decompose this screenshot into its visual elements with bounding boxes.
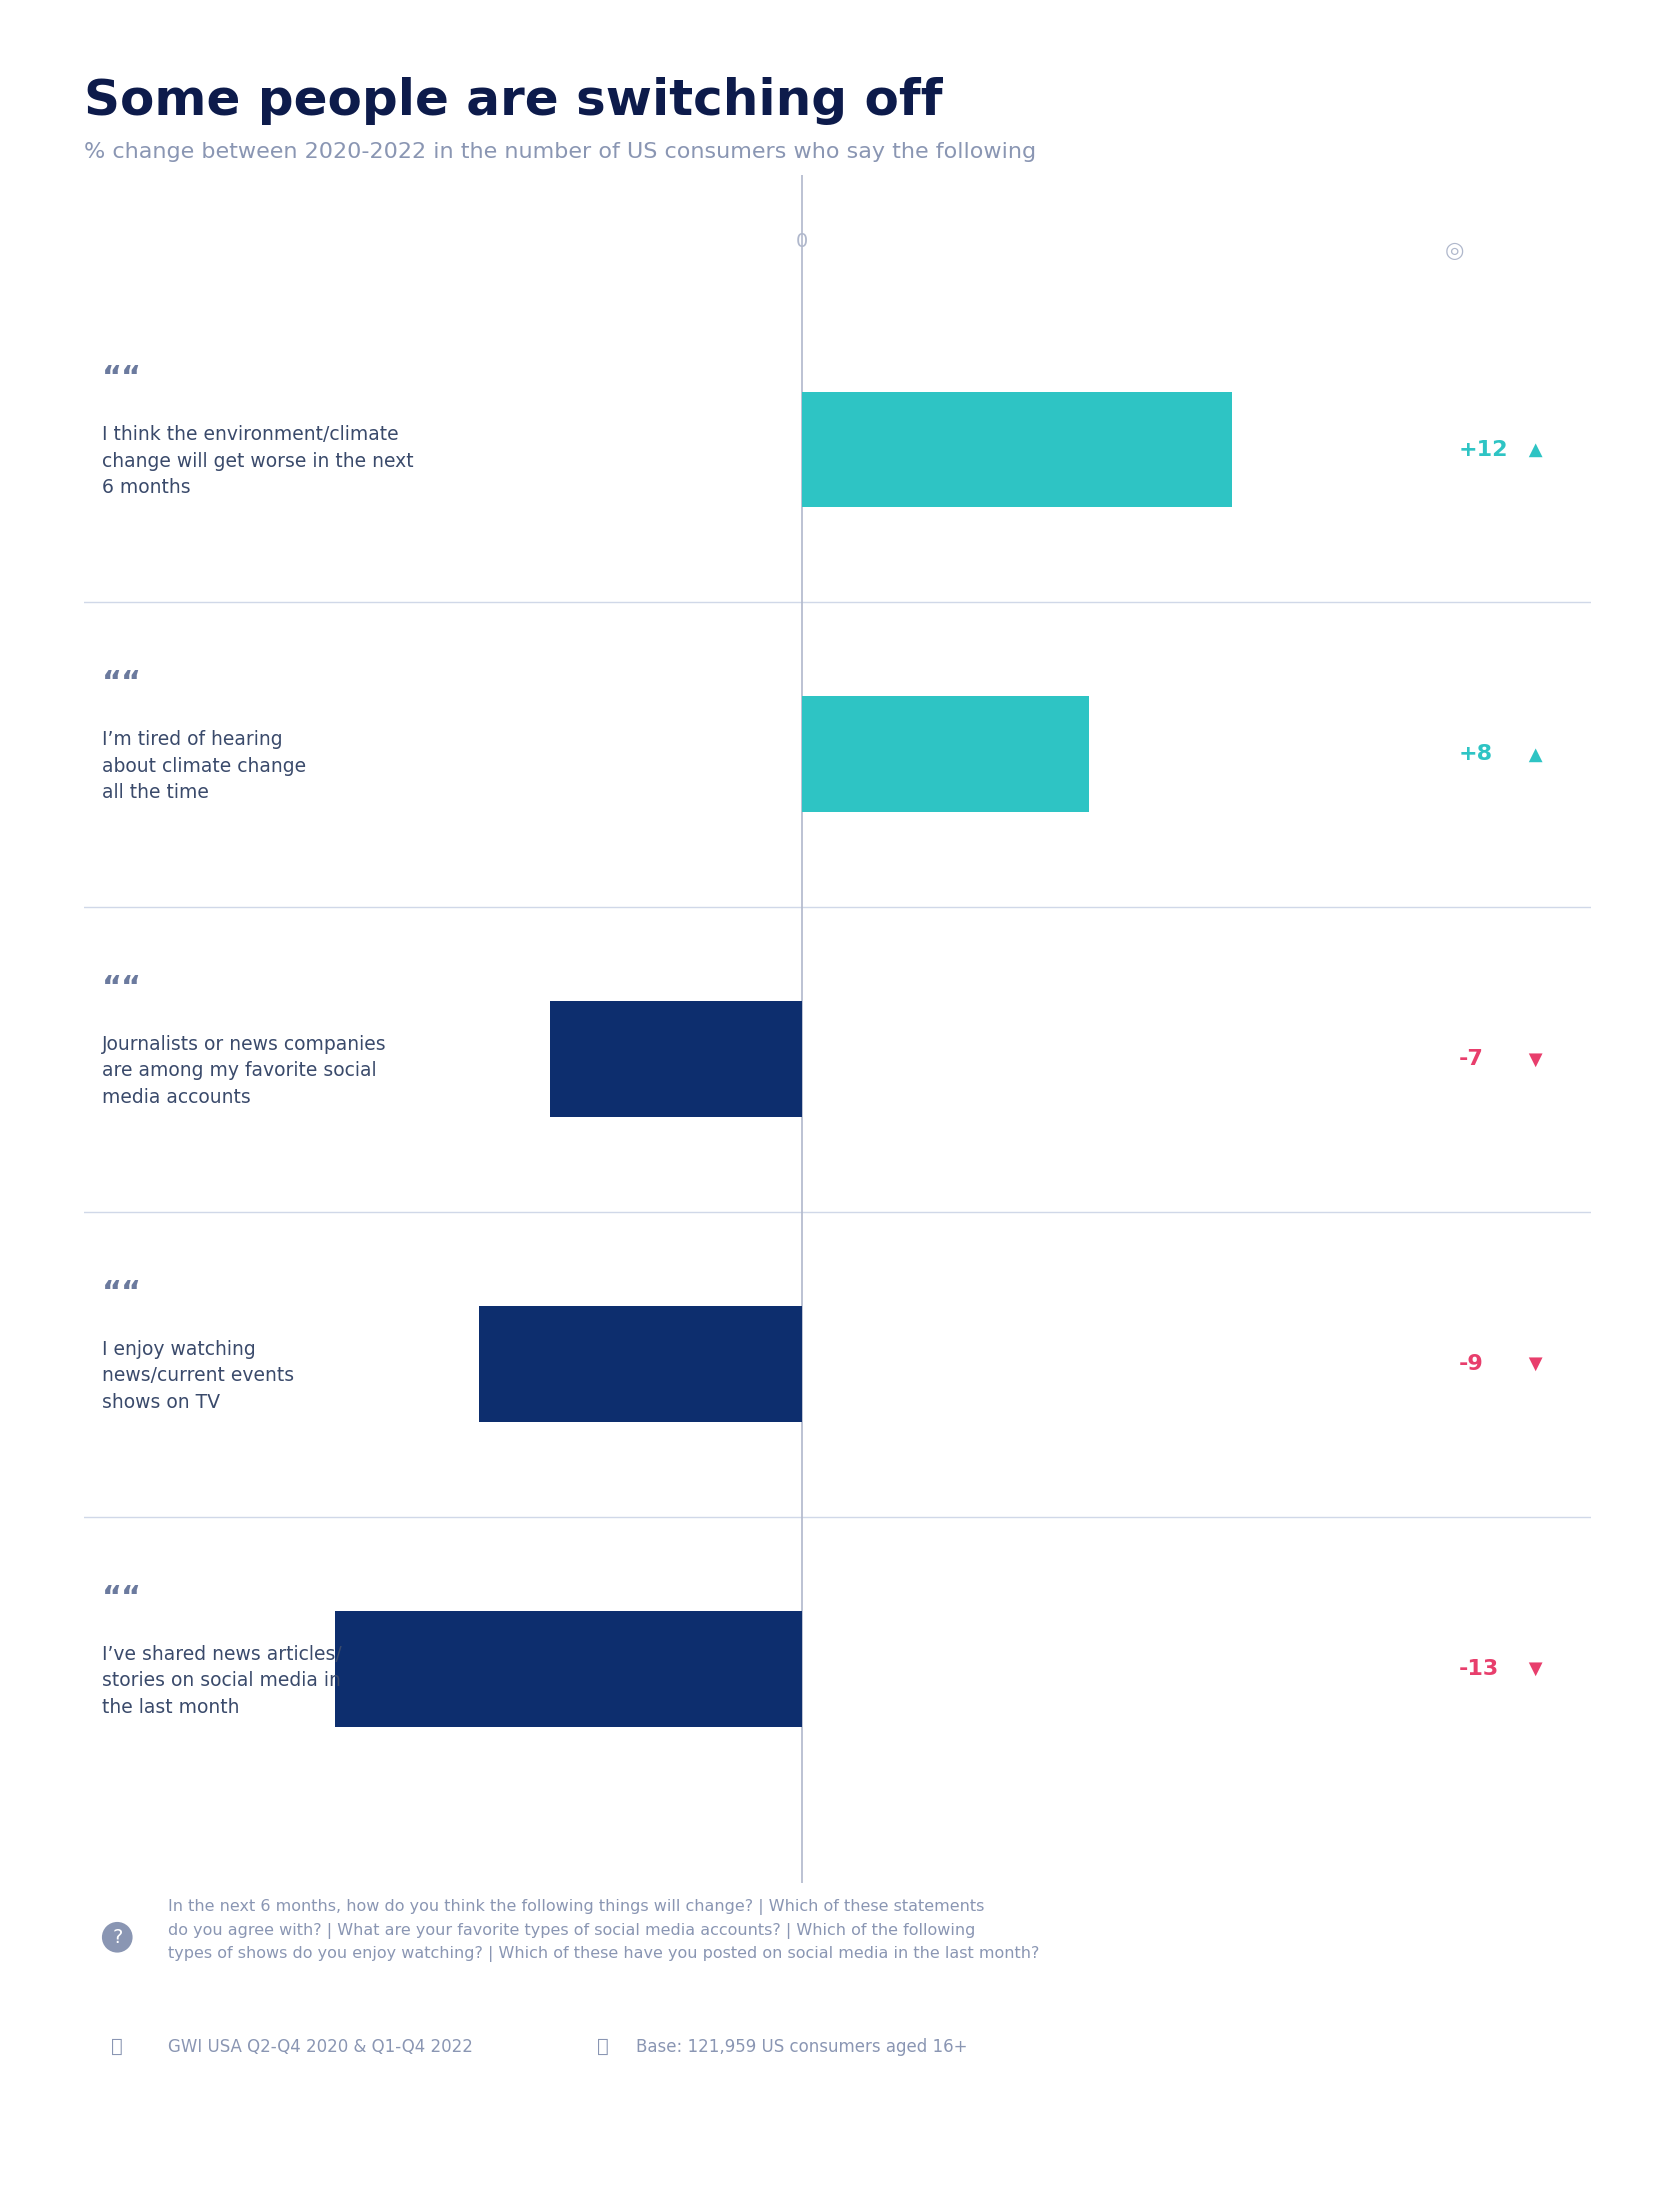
- Text: ““: ““: [102, 1278, 142, 1307]
- Text: 0: 0: [796, 232, 807, 252]
- Text: ▼: ▼: [1523, 1355, 1543, 1373]
- Text: I enjoy watching
news/current events
shows on TV: I enjoy watching news/current events sho…: [102, 1340, 293, 1412]
- Bar: [551, 1000, 802, 1116]
- Text: ““: ““: [102, 1585, 142, 1613]
- Bar: [802, 696, 1089, 812]
- Text: Some people are switching off: Some people are switching off: [84, 77, 943, 125]
- Text: -7: -7: [1459, 1049, 1484, 1068]
- Text: Base: 121,959 US consumers aged 16+: Base: 121,959 US consumers aged 16+: [636, 2038, 968, 2055]
- Text: +8: +8: [1459, 744, 1492, 764]
- Text: ⓘ: ⓘ: [111, 2038, 124, 2055]
- Bar: [335, 1611, 802, 1727]
- Text: -13: -13: [1459, 1659, 1499, 1679]
- Text: +12: +12: [1459, 440, 1508, 460]
- Text: GWI USA Q2-Q4 2020 & Q1-Q4 2022: GWI USA Q2-Q4 2020 & Q1-Q4 2022: [168, 2038, 472, 2055]
- Text: ““: ““: [102, 363, 142, 394]
- Text: -9: -9: [1459, 1355, 1482, 1375]
- Bar: [802, 392, 1233, 508]
- Text: I’m tired of hearing
about climate change
all the time: I’m tired of hearing about climate chang…: [102, 731, 307, 801]
- Text: ▲: ▲: [1523, 440, 1543, 458]
- Text: ◎: ◎: [1446, 241, 1464, 260]
- Text: ““: ““: [102, 670, 142, 698]
- Text: ?: ?: [112, 1929, 122, 1946]
- Text: ▼: ▼: [1523, 1051, 1543, 1068]
- Text: ▲: ▲: [1523, 746, 1543, 764]
- Text: ⛹: ⛹: [596, 2038, 610, 2055]
- Text: In the next 6 months, how do you think the following things will change? | Which: In the next 6 months, how do you think t…: [168, 1900, 1038, 1961]
- Text: I think the environment/climate
change will get worse in the next
6 months: I think the environment/climate change w…: [102, 425, 414, 497]
- Bar: [479, 1307, 802, 1423]
- Text: ▼: ▼: [1523, 1659, 1543, 1679]
- Text: ““: ““: [102, 974, 142, 1003]
- Text: % change between 2020-2022 in the number of US consumers who say the following: % change between 2020-2022 in the number…: [84, 142, 1035, 162]
- Text: I’ve shared news articles/
stories on social media in
the last month: I’ve shared news articles/ stories on so…: [102, 1644, 342, 1716]
- Text: Journalists or news companies
are among my favorite social
media accounts: Journalists or news companies are among …: [102, 1035, 387, 1108]
